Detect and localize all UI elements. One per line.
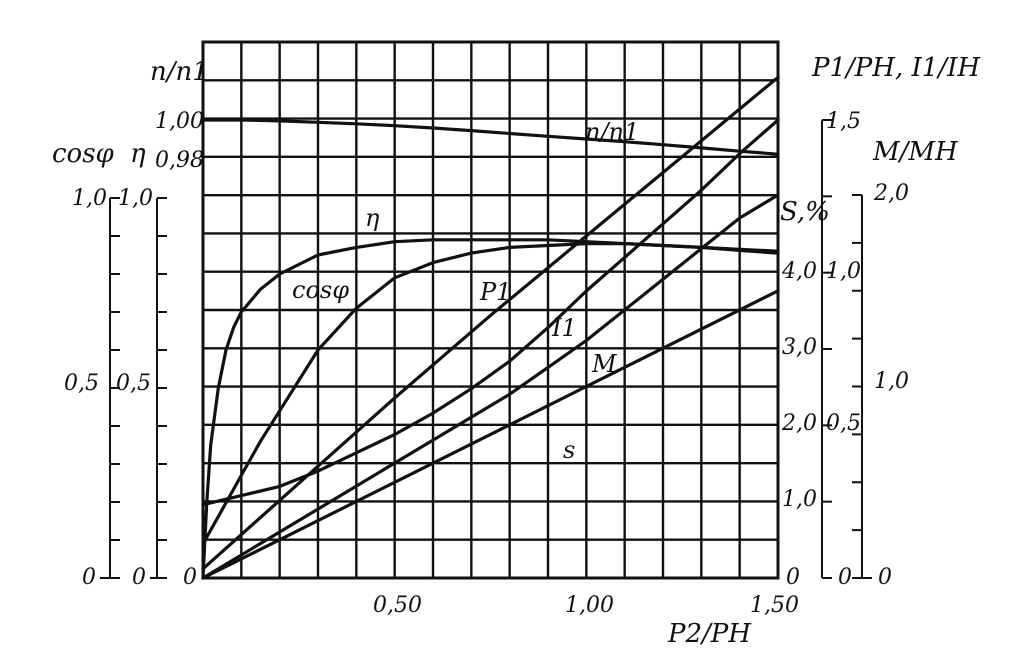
plot-frame [201, 40, 780, 580]
p1-i1-tick-label-05: 0,5 [826, 411, 861, 436]
series-label-i1: I1 [551, 314, 577, 342]
x-tick-label-150: 1,50 [750, 593, 799, 618]
slip-tick-label-0: 0 [786, 565, 800, 590]
series-label-eta: η [365, 204, 380, 232]
torque-tick-label-0: 0 [878, 565, 892, 590]
p1-i1-tick-label-10: 1,0 [826, 259, 861, 284]
slip-tick-label-1: 1,0 [782, 487, 817, 512]
cosphi-tick-label-0: 0 [82, 565, 96, 590]
cosphi-tick-label-05: 0,5 [64, 371, 99, 396]
series-label-n-ratio: n/n1 [585, 118, 639, 146]
series-line-n-ratio [201, 118, 780, 156]
x-origin-label: 0 [183, 565, 197, 590]
torque-tick-label-2: 2,0 [873, 181, 909, 206]
p1-i1-tick-label-15: 1,5 [826, 109, 861, 134]
slip-tick-label-3: 3,0 [782, 335, 817, 360]
x-tick-label-100: 1,00 [565, 593, 614, 618]
series-label-p1: P1 [479, 278, 511, 306]
cosphi-tick-label-1: 1,0 [72, 186, 107, 211]
slip-tick-label-4: 4,0 [781, 259, 817, 284]
series-line-cosphi [201, 242, 780, 546]
p1-i1-tick-label-0: 0 [838, 565, 852, 590]
torque-tick-label-1: 1,0 [874, 369, 909, 394]
eta-tick-label-1: 1,0 [118, 186, 153, 211]
n-ratio-tick-label-100: 1,00 [155, 109, 204, 134]
cosphi-axis-title: cosφ [52, 139, 115, 169]
slip-axis-title: S,% [780, 197, 830, 227]
n-ratio-axis-title: n/n1 [150, 57, 209, 87]
eta-tick-label-0: 0 [132, 565, 146, 590]
series-line-p1 [201, 75, 780, 571]
series-label-s: s [563, 436, 575, 464]
series-line-m [201, 289, 780, 580]
series-line-s [201, 193, 780, 580]
x-tick-label-050: 0,50 [373, 593, 422, 618]
series-label-cosphi: cosφ [292, 276, 349, 304]
cosphi-scale [100, 198, 111, 579]
eta-axis-title: η [130, 139, 146, 169]
eta-tick-label-05: 0,5 [116, 371, 151, 396]
torque-axis-title: M/MH [872, 137, 959, 167]
eta-scale [150, 198, 158, 579]
series-label-m: M [591, 350, 618, 378]
torque-scale [861, 195, 872, 579]
x-axis-title: P2/PH [667, 619, 752, 649]
n-ratio-tick-label-098: 0,98 [155, 148, 204, 173]
series-line-i1 [201, 118, 780, 507]
p1-i1-axis-title: P1/PH, I1/IH [811, 53, 981, 83]
slip-tick-label-2: 2,0 [781, 411, 817, 436]
curves-group [201, 75, 780, 580]
